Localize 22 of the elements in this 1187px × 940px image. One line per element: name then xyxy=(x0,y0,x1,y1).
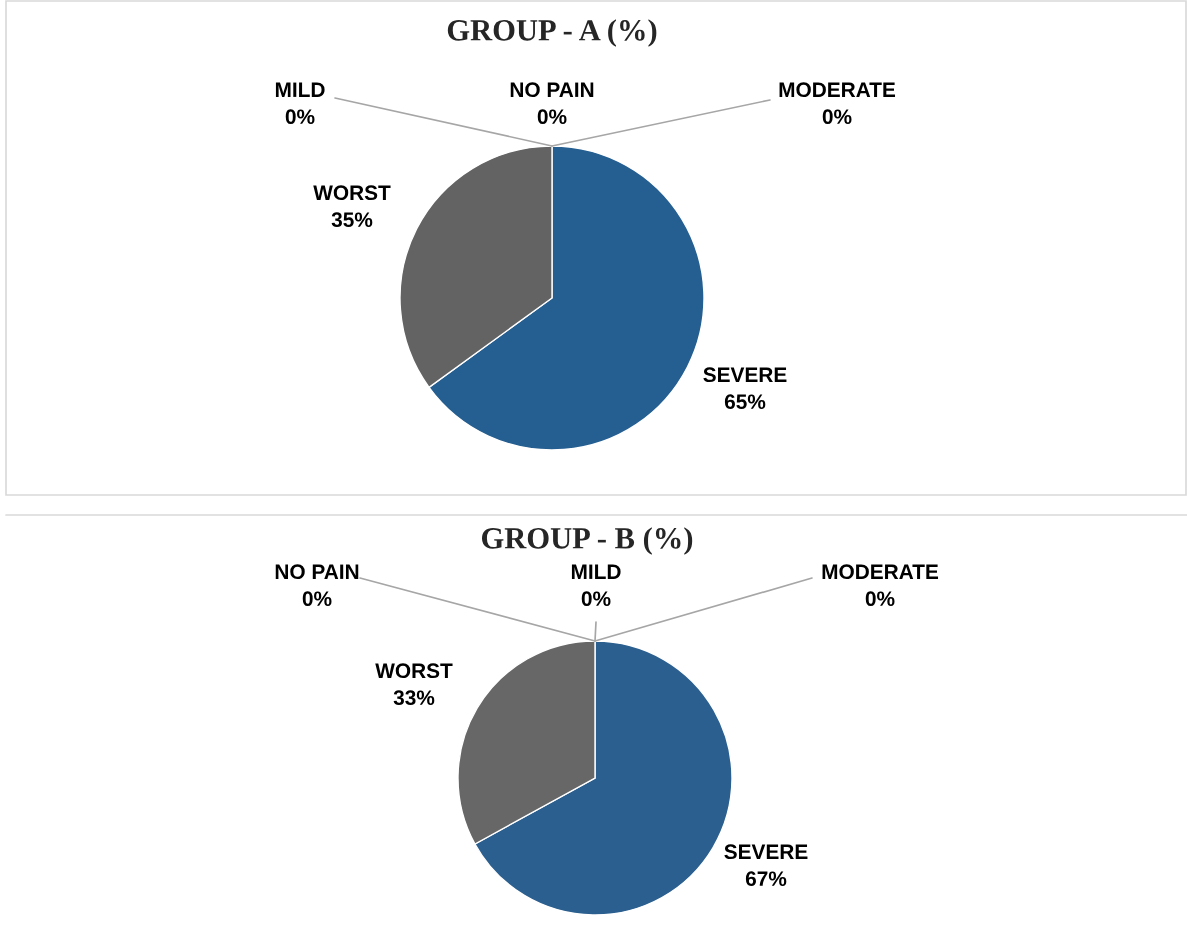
text: 0% xyxy=(537,109,567,125)
text: 0% xyxy=(581,591,611,607)
slice-label: WORST xyxy=(375,663,453,679)
data-label: 33% xyxy=(393,690,435,706)
text: 0% xyxy=(865,591,895,607)
category-label: MILD xyxy=(275,82,325,97)
chart-title: GROUP - A (%) xyxy=(447,19,657,47)
slice-label: WORST xyxy=(313,185,391,201)
data-label: 65% xyxy=(724,394,766,410)
chart-title: GROUP - B (%) xyxy=(481,527,693,555)
text: 0% xyxy=(822,109,852,125)
data-label: 35% xyxy=(331,212,373,228)
category-label: MODERATE xyxy=(779,82,896,98)
category-label: MODERATE xyxy=(822,564,939,580)
text: 0% xyxy=(302,591,332,607)
slice-label: SEVERE xyxy=(703,367,787,383)
text: 0% xyxy=(285,109,315,125)
category-label: MILD xyxy=(571,564,621,579)
category-label: NO PAIN xyxy=(275,564,359,580)
slice-label: SEVERE xyxy=(724,844,808,860)
category-label: NO PAIN xyxy=(510,82,594,98)
data-label: 67% xyxy=(745,871,787,887)
